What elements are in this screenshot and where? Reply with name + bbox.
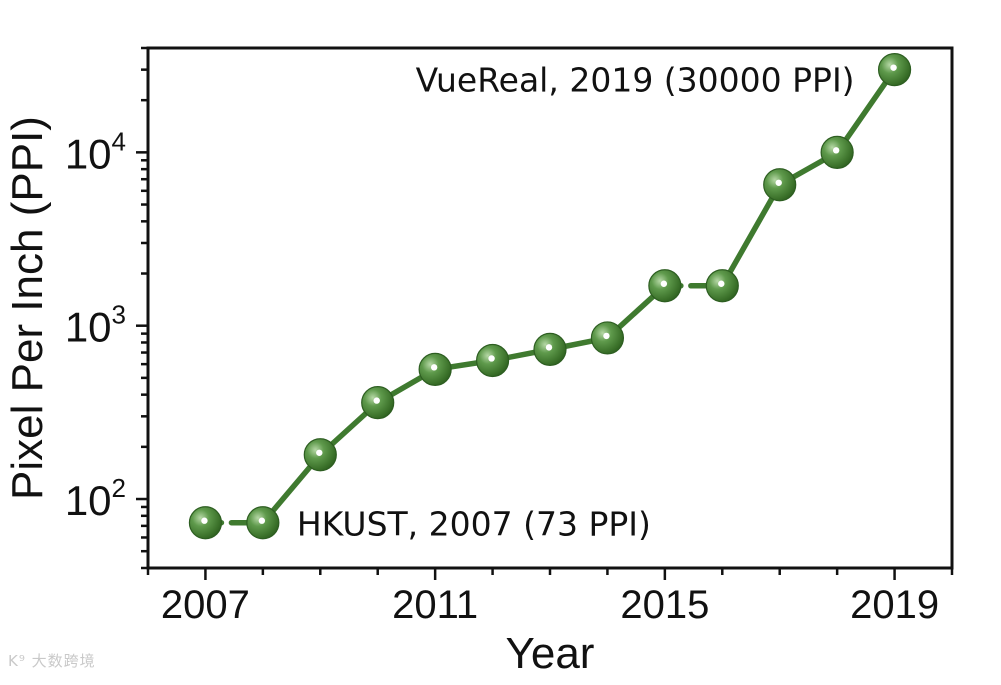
- y-tick-label: 102: [65, 473, 126, 524]
- annotation-hkust: HKUST, 2007 (73 PPI): [297, 505, 651, 544]
- data-point: [303, 438, 337, 472]
- series-segment: [719, 182, 783, 289]
- x-tick-label: 2007: [161, 583, 250, 627]
- data-point: [475, 343, 510, 378]
- y-tick-label: 104: [65, 126, 126, 177]
- data-point: [648, 269, 682, 303]
- data-point: [533, 332, 567, 366]
- data-point: [418, 352, 452, 386]
- data-point: [820, 135, 854, 169]
- data-point-highlight: [832, 147, 840, 154]
- data-point: [361, 385, 395, 420]
- y-axis-label: Pixel Per Inch (PPI): [3, 116, 52, 500]
- data-point-highlight: [603, 332, 610, 340]
- data-point-highlight: [201, 517, 208, 524]
- watermark: K⁹ 大数跨境: [8, 652, 96, 670]
- y-tick-label: 103: [65, 300, 126, 351]
- x-tick-label: 2019: [850, 583, 939, 627]
- annotation-vuereal: VueReal, 2019 (30000 PPI): [416, 61, 855, 100]
- x-tick-label: 2011: [392, 583, 478, 627]
- x-axis-label: Year: [506, 629, 595, 678]
- data-point: [763, 168, 797, 202]
- plot-frame: [146, 46, 954, 570]
- data-point-highlight: [316, 449, 323, 456]
- x-tick-label: 2015: [620, 583, 709, 627]
- data-point: [188, 506, 223, 540]
- data-point-highlight: [545, 344, 553, 351]
- data-point-highlight: [430, 364, 438, 371]
- data-point: [590, 321, 625, 355]
- data-point-highlight: [258, 517, 266, 524]
- data-point-highlight: [775, 179, 782, 186]
- data-point: [877, 53, 912, 87]
- data-point-highlight: [373, 397, 380, 404]
- data-point: [705, 269, 739, 303]
- series-segment: [834, 66, 898, 156]
- data-point-highlight: [718, 280, 725, 287]
- data-point-highlight: [660, 280, 668, 287]
- data-point-highlight: [890, 64, 897, 71]
- data-point: [246, 506, 280, 540]
- data-point-highlight: [488, 355, 495, 362]
